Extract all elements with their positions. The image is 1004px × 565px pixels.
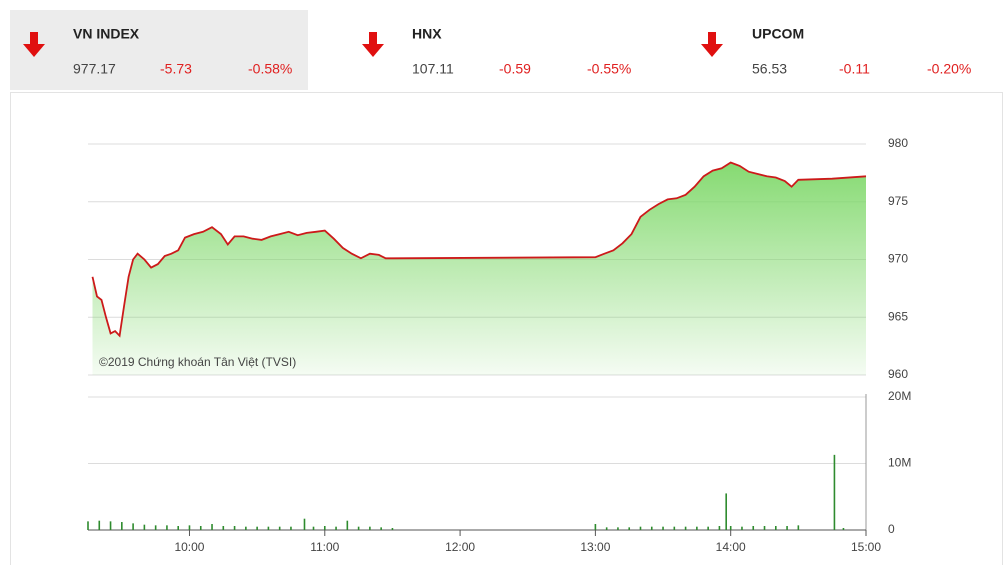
volume-bar bbox=[357, 526, 360, 530]
index-name: UPCOM bbox=[752, 26, 804, 42]
index-change: -5.73 bbox=[160, 61, 192, 77]
volume-bar bbox=[639, 526, 642, 530]
volume-bar bbox=[718, 526, 721, 530]
volume-bar bbox=[605, 527, 608, 530]
volume-bar bbox=[369, 526, 371, 530]
volume-bar bbox=[132, 523, 134, 530]
volume-bar bbox=[696, 526, 698, 530]
volume-bar bbox=[725, 493, 727, 530]
volume-bar bbox=[729, 526, 732, 530]
volume-bar bbox=[303, 518, 306, 530]
index-percent: -0.58% bbox=[248, 61, 292, 77]
y-tick-label: 10M bbox=[888, 456, 911, 470]
volume-bar bbox=[166, 525, 168, 530]
volume-bar bbox=[380, 527, 382, 530]
volume-bar bbox=[707, 526, 709, 530]
copyright: ©2019 Chứng khoán Tân Việt (TVSI) bbox=[99, 355, 296, 369]
y-tick-label: 970 bbox=[888, 252, 908, 266]
volume-bar bbox=[842, 528, 845, 530]
volume-bar bbox=[267, 526, 270, 530]
volume-bar bbox=[662, 526, 664, 530]
volume-bar bbox=[109, 521, 112, 530]
index-change: -0.11 bbox=[839, 61, 870, 77]
area-fill bbox=[92, 162, 866, 375]
volume-bar bbox=[786, 526, 788, 530]
volume-bar bbox=[222, 526, 225, 530]
volume-bar bbox=[323, 526, 326, 530]
volume-bar bbox=[391, 528, 394, 530]
down-arrow bbox=[23, 32, 45, 57]
volume-bar bbox=[684, 526, 687, 530]
down-arrow bbox=[362, 32, 384, 57]
y-tick-label: 20M bbox=[888, 389, 911, 403]
volume-bar bbox=[278, 526, 281, 530]
volume-bar bbox=[211, 524, 213, 530]
volume-bar bbox=[143, 524, 146, 530]
volume-bar bbox=[797, 525, 800, 530]
y-tick-label: 965 bbox=[888, 309, 908, 323]
chart-panel bbox=[10, 92, 1003, 565]
index-change: -0.59 bbox=[499, 61, 531, 77]
down-arrow bbox=[701, 32, 723, 57]
volume-bar bbox=[741, 526, 743, 530]
index-name: HNX bbox=[412, 26, 442, 42]
y-tick-label: 0 bbox=[888, 522, 895, 536]
volume-bar bbox=[233, 526, 236, 530]
index-value: 56.53 bbox=[752, 61, 787, 77]
volume-bar bbox=[650, 526, 653, 530]
active-tab[interactable] bbox=[10, 10, 308, 90]
volume-bar bbox=[87, 521, 89, 530]
index-upcom[interactable]: UPCOM 56.53 -0.11 -0.20% bbox=[701, 26, 971, 77]
volume-bar bbox=[346, 520, 349, 530]
y-tick-label: 975 bbox=[888, 194, 908, 208]
index-name: VN INDEX bbox=[73, 26, 140, 42]
index-percent: -0.55% bbox=[587, 61, 631, 77]
volume-bar bbox=[833, 454, 836, 530]
volume-bar bbox=[245, 526, 247, 530]
x-tick-label: 10:00 bbox=[174, 540, 204, 554]
volume-bar bbox=[290, 526, 292, 530]
volume-bar bbox=[628, 527, 631, 530]
x-tick-label: 11:00 bbox=[310, 540, 339, 554]
x-tick-label: 12:00 bbox=[445, 540, 475, 554]
volume-bar bbox=[177, 526, 180, 530]
volume-bar bbox=[335, 526, 337, 530]
volume-bar bbox=[763, 526, 766, 530]
volume-bar bbox=[594, 524, 597, 530]
volume-bar bbox=[774, 526, 777, 530]
index-percent: -0.20% bbox=[927, 61, 971, 77]
index-value: 977.17 bbox=[73, 61, 116, 77]
volume-bar bbox=[199, 526, 202, 530]
volume-bar bbox=[98, 520, 101, 530]
volume-bar bbox=[188, 525, 191, 530]
index-vn[interactable]: VN INDEX 977.17 -5.73 -0.58% bbox=[23, 26, 292, 77]
x-tick-label: 15:00 bbox=[851, 540, 881, 554]
volume-bar bbox=[312, 526, 315, 530]
price-line bbox=[91, 161, 867, 338]
index-value: 107.11 bbox=[412, 61, 454, 77]
y-tick-label: 960 bbox=[888, 367, 908, 381]
volume-bar bbox=[121, 522, 123, 530]
volume-bar bbox=[617, 527, 619, 530]
x-tick-label: 14:00 bbox=[716, 540, 746, 554]
index-hnx[interactable]: HNX 107.11 -0.59 -0.55% bbox=[362, 26, 631, 77]
volume-bar bbox=[256, 526, 258, 530]
volume-bar bbox=[673, 526, 676, 530]
volume-bar bbox=[752, 526, 755, 530]
y-tick-label: 980 bbox=[888, 136, 908, 150]
volume-bar bbox=[154, 525, 157, 530]
x-tick-label: 13:00 bbox=[580, 540, 610, 554]
